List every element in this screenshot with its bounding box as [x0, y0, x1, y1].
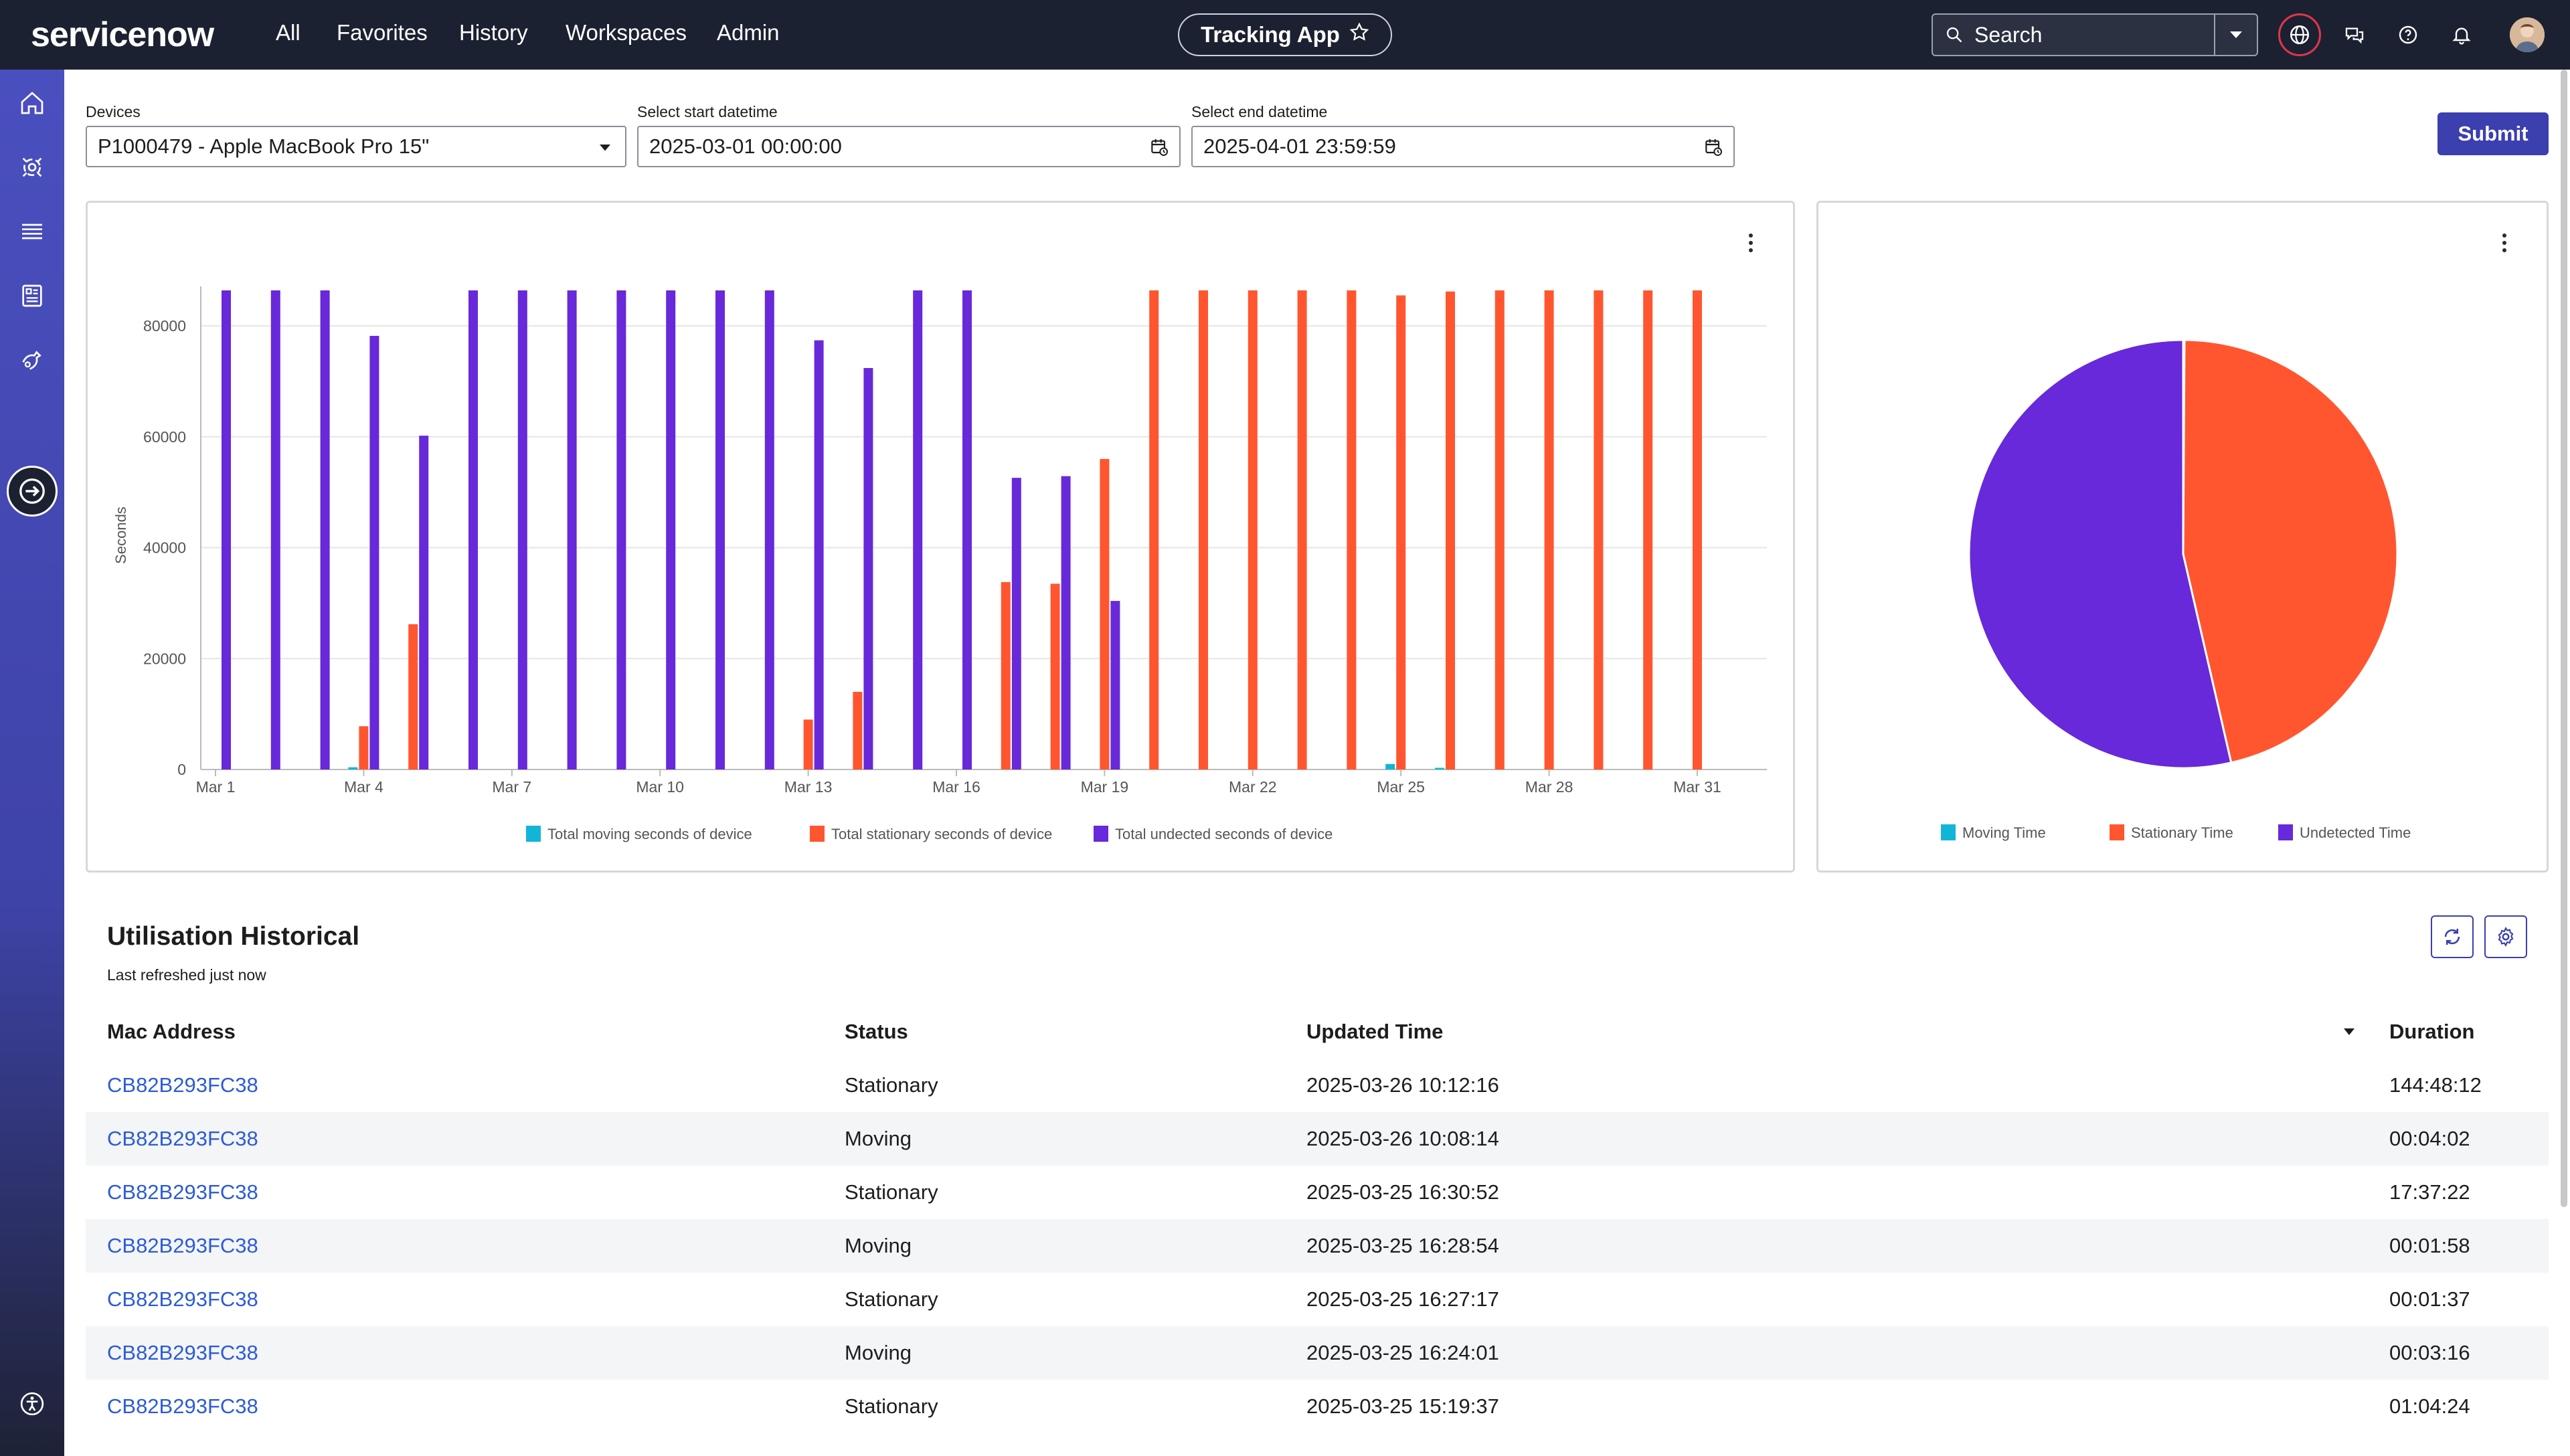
start-datetime-label: Select start datetime	[637, 103, 778, 120]
more-options-icon[interactable]	[1741, 230, 1761, 256]
column-header-status[interactable]: Status	[845, 1020, 908, 1043]
start-datetime-input[interactable]: 2025-03-01 00:00:00	[637, 126, 1181, 167]
duration-cell: 00:01:58	[2389, 1234, 2470, 1257]
nav-favorites[interactable]: Favorites	[337, 20, 428, 45]
global-search[interactable]: Search	[1932, 13, 2258, 56]
globe-icon	[2290, 25, 2310, 45]
left-sidebar	[0, 70, 64, 1456]
duration-cell: 144:48:12	[2389, 1073, 2482, 1097]
user-avatar[interactable]	[2510, 17, 2545, 52]
gear-icon	[2498, 927, 2514, 947]
dashboard-icon[interactable]	[12, 276, 52, 316]
asset-icon[interactable]	[12, 340, 52, 380]
duration-cell: 17:37:22	[2389, 1180, 2470, 1204]
radar-icon[interactable]	[12, 147, 52, 187]
list-icon[interactable]	[12, 211, 52, 252]
status-cell: Stationary	[845, 1180, 938, 1204]
mac-address-link[interactable]: CB82B293FC38	[107, 1287, 258, 1311]
duration-cell: 00:01:37	[2389, 1287, 2470, 1311]
last-refreshed-text: Last refreshed just now	[107, 966, 266, 984]
duration-cell: 00:03:16	[2389, 1341, 2470, 1364]
table-row[interactable]: CB82B293FC38 Moving 2025-03-25 16:24:01 00:…	[86, 1326, 2549, 1380]
bar-chart-card	[86, 201, 1795, 873]
page-scrollbar[interactable]	[2561, 70, 2567, 1207]
end-datetime-input[interactable]: 2025-04-01 23:59:59	[1191, 126, 1735, 167]
search-scope-dropdown[interactable]	[2214, 15, 2257, 55]
updated-time-cell: 2025-03-26 10:12:16	[1306, 1073, 1499, 1097]
nav-admin[interactable]: Admin	[717, 20, 780, 45]
table-row[interactable]: CB82B293FC38 Moving 2025-03-25 16:28:54 00:…	[86, 1219, 2549, 1273]
calendar-clock-icon	[1151, 139, 1168, 156]
table-row[interactable]: CB82B293FC38 Moving 2025-03-26 10:08:14 00:…	[86, 1112, 2549, 1166]
language-globe-button[interactable]	[2278, 13, 2321, 56]
column-header-mac[interactable]: Mac Address	[107, 1020, 236, 1043]
mac-address-link[interactable]: CB82B293FC38	[107, 1127, 258, 1150]
status-cell: Moving	[845, 1234, 912, 1257]
updated-time-cell: 2025-03-25 16:28:54	[1306, 1234, 1499, 1257]
status-cell: Moving	[845, 1127, 912, 1150]
updated-time-cell: 2025-03-25 15:19:37	[1306, 1394, 1499, 1418]
logo-text: servicenow	[31, 15, 214, 54]
table-title: Utilisation Historical	[107, 922, 360, 951]
nav-history[interactable]: History	[459, 20, 528, 45]
status-cell: Stationary	[845, 1394, 938, 1418]
mac-address-link[interactable]: CB82B293FC38	[107, 1234, 258, 1257]
end-datetime-value: 2025-04-01 23:59:59	[1203, 134, 1396, 158]
accessibility-icon[interactable]	[12, 1384, 52, 1424]
duration-cell: 01:04:24	[2389, 1394, 2470, 1418]
star-icon[interactable]	[1349, 22, 1369, 48]
status-cell: Stationary	[845, 1073, 938, 1097]
table-row[interactable]: CB82B293FC38 Stationary 2025-03-26 10:12:1…	[86, 1059, 2549, 1112]
pie-chart-card	[1816, 201, 2549, 873]
top-navigation: servicenow All Favorites History Workspa…	[0, 0, 2570, 70]
updated-time-cell: 2025-03-26 10:08:14	[1306, 1127, 1499, 1150]
table-settings-button[interactable]	[2484, 915, 2527, 958]
nav-all[interactable]: All	[276, 20, 301, 45]
app-scope-pill[interactable]: Tracking App	[1178, 13, 1392, 56]
end-datetime-label: Select end datetime	[1191, 103, 1328, 120]
servicenow-logo[interactable]: servicenow	[31, 15, 214, 55]
updated-time-cell: 2025-03-25 16:27:17	[1306, 1287, 1499, 1311]
help-icon[interactable]	[2391, 17, 2425, 52]
calendar-clock-icon	[1705, 139, 1722, 156]
mac-address-link[interactable]: CB82B293FC38	[107, 1073, 258, 1097]
table-row[interactable]: CB82B293FC38 Stationary 2025-03-25 16:27:1…	[86, 1273, 2549, 1326]
column-header-duration[interactable]: Duration	[2389, 1020, 2475, 1043]
devices-value: P1000479 - Apple MacBook Pro 15"	[98, 134, 430, 158]
chevron-down-icon	[2230, 31, 2242, 38]
table-row[interactable]: CB82B293FC38 Stationary 2025-03-25 15:19:3…	[86, 1380, 2549, 1433]
refresh-icon	[2444, 928, 2460, 945]
mac-address-link[interactable]: CB82B293FC38	[107, 1341, 258, 1364]
notification-bell-icon[interactable]	[2444, 17, 2479, 52]
chevron-down-icon	[600, 145, 610, 151]
more-options-icon[interactable]	[2494, 230, 2514, 256]
status-cell: Moving	[845, 1341, 912, 1364]
updated-time-cell: 2025-03-25 16:24:01	[1306, 1341, 1499, 1364]
sort-descending-icon[interactable]	[2342, 1026, 2356, 1040]
column-header-updated-time[interactable]: Updated Time	[1306, 1020, 1444, 1043]
submit-button[interactable]: Submit	[2437, 112, 2549, 155]
search-icon	[1945, 25, 1964, 44]
updated-time-cell: 2025-03-25 16:30:52	[1306, 1180, 1499, 1204]
mac-address-link[interactable]: CB82B293FC38	[107, 1394, 258, 1418]
chat-icon[interactable]	[2337, 17, 2372, 52]
mac-address-link[interactable]: CB82B293FC38	[107, 1180, 258, 1204]
nav-workspaces[interactable]: Workspaces	[566, 20, 687, 45]
status-cell: Stationary	[845, 1287, 938, 1311]
start-datetime-value: 2025-03-01 00:00:00	[649, 134, 842, 158]
search-label: Search	[1974, 22, 2043, 47]
refresh-button[interactable]	[2431, 915, 2474, 958]
devices-select[interactable]: P1000479 - Apple MacBook Pro 15"	[86, 126, 626, 167]
table-row[interactable]: CB82B293FC38 Stationary 2025-03-25 16:30:5…	[86, 1166, 2549, 1219]
devices-label: Devices	[86, 103, 141, 120]
duration-cell: 00:04:02	[2389, 1127, 2470, 1150]
app-scope-label: Tracking App	[1201, 22, 1340, 47]
home-icon[interactable]	[12, 83, 52, 123]
tracking-app-icon[interactable]	[7, 466, 58, 517]
